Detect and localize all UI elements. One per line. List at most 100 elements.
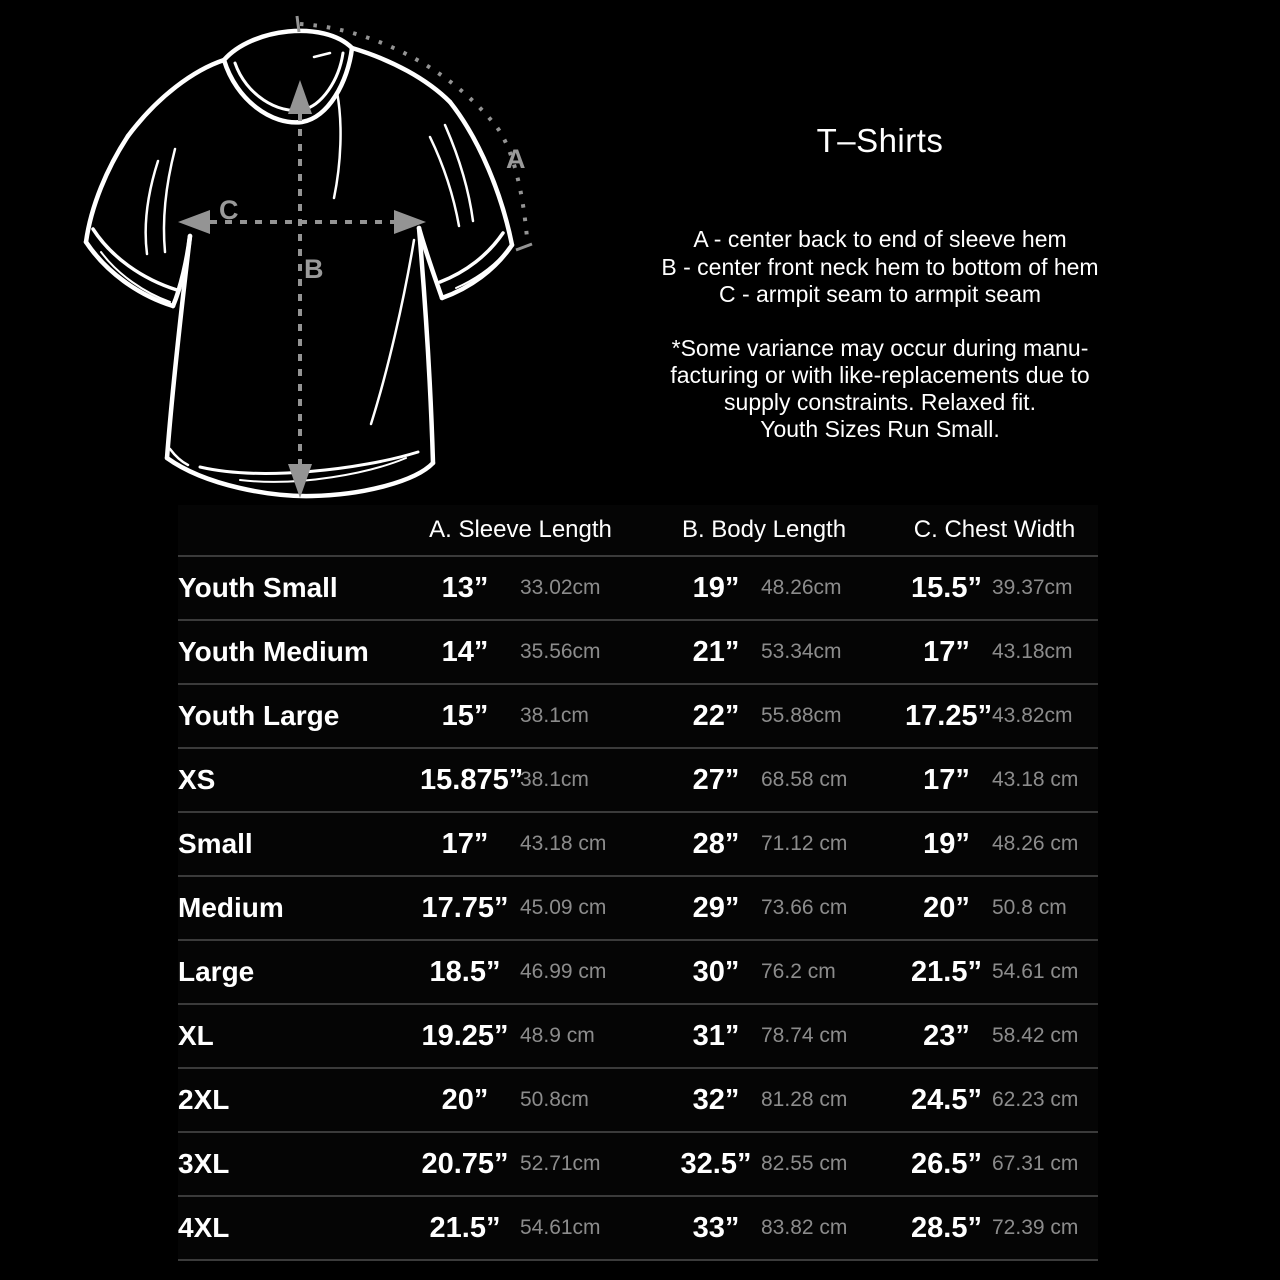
column-header-sleeve-length: A. Sleeve Length	[429, 516, 612, 543]
size-label: Medium	[178, 892, 284, 923]
body-inches: 33”	[692, 1212, 740, 1244]
sleeve-inches: 15.875”	[420, 764, 524, 796]
sleeve-inches: 21.5”	[429, 1212, 501, 1244]
body-cm: 78.74 cm	[761, 1024, 848, 1047]
table-header-row: A. Sleeve Length B. Body Length C. Chest…	[178, 505, 1098, 557]
measure-arc-a	[299, 22, 529, 239]
chest-inches: 17”	[923, 764, 970, 796]
sleeve-inches: 17”	[441, 828, 489, 860]
chest-cm: 62.23 cm	[992, 1088, 1079, 1111]
body-inches: 27”	[692, 764, 740, 796]
sleeve-cm: 46.99 cm	[520, 960, 607, 983]
table-row: XS 15.875” 38.1cm 27” 68.58 cm 17” 43.18…	[178, 749, 1098, 813]
sleeve-cm: 43.18 cm	[520, 832, 607, 855]
chest-inches: 15.5”	[911, 572, 982, 604]
table-row: Small 17” 43.18 cm 28” 71.12 cm 19” 48.2…	[178, 813, 1098, 877]
sleeve-inches: 20”	[441, 1084, 489, 1116]
body-inches: 22”	[692, 700, 740, 732]
tshirt-outline	[83, 28, 515, 499]
size-label: Youth Small	[178, 572, 338, 603]
chest-cm: 43.82cm	[992, 704, 1073, 727]
body-inches: 30”	[692, 956, 740, 988]
measure-label-b: B	[304, 254, 324, 284]
chest-cm: 43.18cm	[992, 640, 1073, 663]
chest-inches: 21.5”	[911, 956, 982, 988]
table-row: Medium 17.75” 45.09 cm 29” 73.66 cm 20” …	[178, 877, 1098, 941]
sleeve-cm: 38.1cm	[520, 704, 589, 727]
body-inches: 32.5”	[680, 1148, 752, 1180]
chest-cm: 43.18 cm	[992, 768, 1079, 791]
sleeve-inches: 19.25”	[421, 1020, 509, 1052]
body-cm: 83.82 cm	[761, 1216, 848, 1239]
sleeve-inches: 14”	[441, 636, 489, 668]
table-row: 2XL 20” 50.8cm 32” 81.28 cm 24.5” 62.23 …	[178, 1069, 1098, 1133]
body-cm: 76.2 cm	[761, 960, 836, 983]
variance-note: *Some variance may occur during manu- fa…	[610, 335, 1150, 443]
arrow-down-icon	[288, 464, 312, 498]
chest-inches: 17.25”	[905, 700, 993, 732]
note-line: *Some variance may occur during manu-	[671, 334, 1089, 361]
sleeve-cm: 48.9 cm	[520, 1024, 595, 1047]
chest-cm: 67.31 cm	[992, 1152, 1079, 1175]
sleeve-cm: 35.56cm	[520, 640, 601, 663]
note-line: facturing or with like-replacements due …	[670, 361, 1090, 388]
body-inches: 31”	[692, 1020, 740, 1052]
table-row: Large 18.5” 46.99 cm 30” 76.2 cm 21.5” 5…	[178, 941, 1098, 1005]
arrow-up-icon	[288, 80, 312, 114]
measurement-definitions: A - center back to end of sleeve hem B -…	[610, 226, 1150, 309]
header-spacer	[178, 505, 420, 555]
table-row: XL 19.25” 48.9 cm 31” 78.74 cm 23” 58.42…	[178, 1005, 1098, 1069]
note-line: Youth Sizes Run Small.	[760, 415, 1000, 442]
body-cm: 71.12 cm	[761, 832, 848, 855]
chest-cm: 39.37cm	[992, 576, 1073, 599]
definition-c: C - armpit seam to armpit seam	[718, 281, 1042, 307]
body-inches: 21”	[692, 636, 740, 668]
column-header-body-length: B. Body Length	[681, 516, 847, 543]
sleeve-cm: 50.8cm	[520, 1088, 589, 1111]
sleeve-inches: 17.75”	[421, 892, 509, 924]
size-label: XL	[178, 1020, 214, 1051]
body-inches: 32”	[692, 1084, 740, 1116]
chest-inches: 19”	[923, 828, 970, 860]
note-line: supply constraints. Relaxed fit.	[724, 388, 1036, 415]
body-cm: 82.55 cm	[761, 1152, 848, 1175]
measure-label-a: A	[506, 144, 526, 174]
measure-label-c: C	[219, 195, 239, 225]
size-label: XS	[178, 764, 216, 795]
definition-a: A - center back to end of sleeve hem	[693, 226, 1067, 252]
size-label: Youth Large	[178, 700, 340, 731]
size-label: 4XL	[178, 1212, 230, 1243]
table-row: 4XL 21.5” 54.61cm 33” 83.82 cm 28.5” 72.…	[178, 1197, 1098, 1261]
page-title: T–Shirts	[816, 122, 944, 159]
sleeve-inches: 13”	[441, 572, 489, 604]
body-cm: 81.28 cm	[761, 1088, 848, 1111]
body-cm: 55.88cm	[761, 704, 842, 727]
size-label: 2XL	[178, 1084, 230, 1115]
table-row: Youth Small 13” 33.02cm 19” 48.26cm 15.5…	[178, 557, 1098, 621]
chest-inches: 26.5”	[911, 1148, 982, 1180]
sleeve-inches: 15”	[441, 700, 489, 732]
sleeve-inches: 20.75”	[421, 1148, 509, 1180]
chest-cm: 72.39 cm	[992, 1216, 1079, 1239]
body-cm: 48.26cm	[761, 576, 842, 599]
table-row: Youth Medium 14” 35.56cm 21” 53.34cm 17”…	[178, 621, 1098, 685]
chest-cm: 48.26 cm	[992, 832, 1079, 855]
chest-inches: 28.5”	[911, 1212, 982, 1244]
table-row: 3XL 20.75” 52.71cm 32.5” 82.55 cm 26.5” …	[178, 1133, 1098, 1197]
sleeve-cm: 45.09 cm	[520, 896, 607, 919]
info-panel: T–Shirts A - center back to end of sleev…	[610, 120, 1150, 443]
chest-cm: 58.42 cm	[992, 1024, 1079, 1047]
column-header-chest-width: C. Chest Width	[913, 516, 1076, 543]
sleeve-cm: 33.02cm	[520, 576, 601, 599]
size-label: Large	[178, 956, 255, 987]
body-cm: 73.66 cm	[761, 896, 848, 919]
body-cm: 68.58 cm	[761, 768, 848, 791]
sleeve-inches: 18.5”	[429, 956, 501, 988]
chest-inches: 20”	[923, 892, 970, 924]
body-inches: 28”	[692, 828, 740, 860]
body-inches: 29”	[692, 892, 740, 924]
size-label: Youth Medium	[178, 636, 369, 667]
body-cm: 53.34cm	[761, 640, 842, 663]
chest-inches: 24.5”	[911, 1084, 982, 1116]
